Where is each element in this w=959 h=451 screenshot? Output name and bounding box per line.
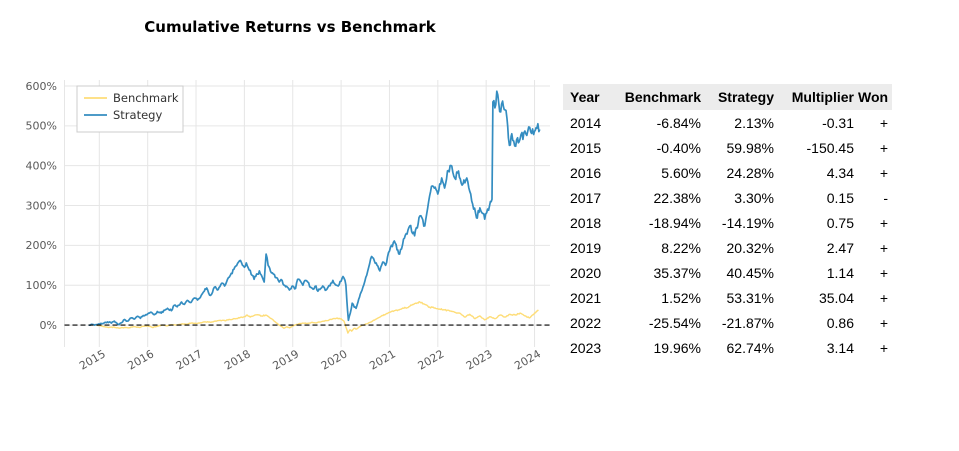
cell-year: 2020: [570, 264, 602, 281]
cell-year: 2017: [570, 189, 602, 206]
cell-won: +: [879, 289, 889, 306]
cell-strategy: 24.28%: [726, 164, 774, 181]
cell-won: +: [879, 164, 889, 181]
cell-won: +: [879, 314, 889, 331]
cell-year: 2016: [570, 164, 602, 181]
table-row: 2023 19.96% 62.74% 3.14 +: [563, 335, 892, 360]
y-tick-label: 600%: [26, 80, 57, 93]
cell-benchmark: -0.40%: [656, 139, 701, 156]
column-header-benchmark: Benchmark: [610, 84, 705, 110]
table-row: 2016 5.60% 24.28% 4.34 +: [563, 160, 892, 185]
cell-won: +: [879, 339, 889, 356]
cell-benchmark: -25.54%: [648, 314, 701, 331]
cell-strategy: 3.30%: [734, 189, 774, 206]
x-tick-label: 2018: [222, 347, 253, 372]
yearly-returns-table: Year Benchmark Strategy Multiplier Won 2014 -…: [563, 84, 893, 360]
cell-strategy: 2.13%: [734, 114, 774, 131]
cell-won: +: [879, 114, 889, 131]
chart-title: Cumulative Returns vs Benchmark: [144, 18, 436, 36]
x-tick-label: 2015: [77, 347, 108, 372]
x-tick-label: 2021: [367, 347, 398, 372]
column-header-multiplier: Multiplier: [778, 84, 858, 110]
cell-year: 2015: [570, 139, 602, 156]
legend-box: [76, 85, 184, 133]
cell-multiplier: 0.86: [826, 314, 854, 331]
cell-multiplier: 3.14: [826, 339, 854, 356]
table-row: 2018 -18.94% -14.19% 0.75 +: [563, 210, 892, 235]
cell-strategy: 53.31%: [726, 289, 774, 306]
cumulative-returns-line-chart: 0% 100% 200% 300% 400% 500% 600% 2015 2016 2017 20…: [26, 80, 550, 373]
table-row: 2019 8.22% 20.32% 2.47 +: [563, 235, 892, 260]
table-row: 2017 22.38% 3.30% 0.15 -: [563, 185, 892, 210]
x-tick-label: 2019: [270, 347, 301, 372]
cell-multiplier: 35.04: [818, 289, 854, 306]
legend-label-strategy: Strategy: [113, 108, 162, 122]
y-tick-label: 400%: [26, 159, 57, 172]
cell-benchmark: 5.60%: [661, 164, 701, 181]
cell-year: 2021: [570, 289, 602, 306]
cell-multiplier: -150.45: [806, 139, 854, 156]
cell-strategy: 20.32%: [726, 239, 774, 256]
x-tick-label: 2016: [125, 347, 156, 372]
y-tick-label: 300%: [26, 199, 57, 212]
cell-year: 2019: [570, 239, 602, 256]
x-tick-label: 2024: [512, 347, 543, 372]
y-tick-label: 100%: [26, 279, 57, 292]
legend-label-benchmark: Benchmark: [113, 91, 179, 105]
cell-strategy: -21.87%: [721, 314, 774, 331]
cell-multiplier: 1.14: [826, 264, 854, 281]
cell-multiplier: 0.15: [826, 189, 854, 206]
cell-year: 2014: [570, 114, 602, 131]
cell-year: 2023: [570, 339, 602, 356]
x-tick-label: 2017: [174, 347, 205, 372]
cell-benchmark: -6.84%: [656, 114, 701, 131]
y-tick-label: 200%: [26, 239, 57, 252]
table-row: 2021 1.52% 53.31% 35.04 +: [563, 285, 892, 310]
x-tick-label: 2022: [416, 347, 447, 372]
cell-benchmark: 22.38%: [653, 189, 701, 206]
cell-benchmark: 35.37%: [653, 264, 701, 281]
cell-won: +: [879, 139, 889, 156]
column-header-won: Won: [858, 84, 893, 110]
benchmark-line: [88, 301, 539, 334]
table-row: 2020 35.37% 40.45% 1.14 +: [563, 260, 892, 285]
y-tick-label: 0%: [40, 319, 57, 332]
cell-strategy: 59.98%: [726, 139, 774, 156]
table-row: 2015 -0.40% 59.98% -150.45 +: [563, 135, 892, 160]
table-row: 2022 -25.54% -21.87% 0.86 +: [563, 310, 892, 335]
cell-strategy: -14.19%: [721, 214, 774, 231]
table-header: Year Benchmark Strategy Multiplier Won: [563, 84, 893, 110]
table-row: 2014 -6.84% 2.13% -0.31 +: [563, 110, 892, 135]
table-header-row: Year Benchmark Strategy Multiplier Won: [563, 84, 893, 110]
table-body: 2014 -6.84% 2.13% -0.31 +2015 -0.40% 59.98% -15…: [563, 110, 892, 360]
cell-benchmark: -18.94%: [648, 214, 701, 231]
cell-won: +: [879, 264, 889, 281]
cell-multiplier: 4.34: [826, 164, 854, 181]
cell-benchmark: 1.52%: [661, 289, 701, 306]
y-tick-label: 500%: [26, 120, 57, 133]
column-header-strategy: Strategy: [705, 84, 778, 110]
cell-strategy: 62.74%: [726, 339, 774, 356]
cell-benchmark: 8.22%: [661, 239, 701, 256]
cell-benchmark: 19.96%: [653, 339, 701, 356]
cell-multiplier: 0.75: [826, 214, 854, 231]
cell-year: 2018: [570, 214, 602, 231]
cell-won: -: [883, 189, 889, 206]
cell-strategy: 40.45%: [726, 264, 774, 281]
cell-multiplier: -0.31: [822, 114, 854, 131]
cell-won: +: [879, 239, 889, 256]
cell-year: 2022: [570, 314, 602, 331]
strategy-line: [88, 90, 541, 327]
x-tick-label: 2023: [464, 347, 495, 372]
cell-multiplier: 2.47: [826, 239, 854, 256]
cell-won: +: [879, 214, 889, 231]
x-tick-label: 2020: [319, 347, 350, 372]
column-header-year: Year: [563, 84, 610, 110]
